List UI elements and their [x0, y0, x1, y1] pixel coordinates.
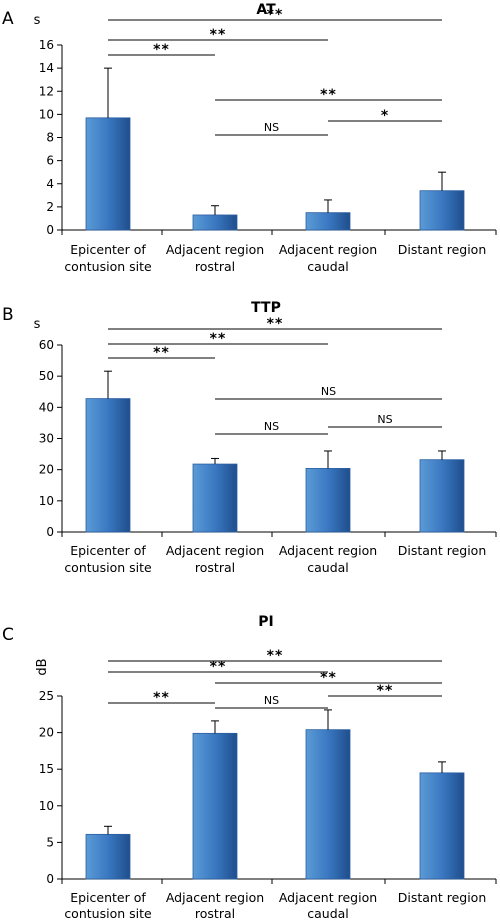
significance-label: ** — [210, 27, 227, 43]
x-category-label: caudal — [307, 906, 349, 921]
y-tick-label: 20 — [39, 726, 54, 740]
bar — [419, 772, 465, 880]
bar — [85, 398, 131, 533]
y-tick-label: 50 — [39, 369, 54, 383]
chart-title: TTP — [251, 300, 281, 316]
x-category-label: rostral — [195, 560, 235, 575]
significance-label: NS — [321, 385, 336, 398]
x-category-label: rostral — [195, 906, 235, 921]
bar — [305, 212, 351, 231]
significance-label: ** — [153, 42, 170, 58]
bar — [85, 117, 131, 231]
bar — [192, 463, 238, 533]
significance-label: ** — [320, 670, 337, 686]
significance-label: ** — [210, 331, 227, 347]
y-tick-label: 30 — [39, 432, 54, 446]
chart-title: PI — [258, 614, 273, 630]
bar — [192, 214, 238, 231]
significance-label: NS — [264, 694, 279, 707]
chart-title: AT — [256, 2, 276, 18]
y-tick-label: 15 — [39, 762, 54, 776]
x-category-label: Adjacent region — [279, 543, 377, 558]
x-category-label: Distant region — [398, 242, 487, 257]
y-tick-label: 10 — [39, 494, 54, 508]
x-category-label: Adjacent region — [279, 242, 377, 257]
significance-label: ** — [153, 345, 170, 361]
chart-panel-a: A AT s 0 2 4 6 8 10 12 14 16 Epicenter of contusion s… — [2, 2, 497, 274]
y-tick-label: 40 — [39, 400, 54, 414]
x-category-label: contusion site — [64, 259, 152, 274]
significance-label: ** — [377, 683, 394, 699]
y-tick-label: 0 — [46, 872, 54, 886]
y-axis-unit: s — [34, 317, 41, 332]
panel-letter: C — [2, 625, 14, 645]
significance-label: ** — [320, 87, 337, 103]
bar — [305, 468, 351, 533]
bar — [85, 833, 131, 880]
x-category-label: Adjacent region — [166, 890, 264, 905]
panel-letter: B — [2, 305, 14, 325]
x-category-label: Epicenter of — [70, 543, 146, 558]
y-tick-label: 25 — [39, 689, 54, 703]
x-category-label: Distant region — [398, 543, 487, 558]
bar — [192, 732, 238, 880]
x-category-label: Adjacent region — [279, 890, 377, 905]
x-category-label: Distant region — [398, 890, 487, 905]
x-category-label: Adjacent region — [166, 242, 264, 257]
y-tick-label: 4 — [46, 177, 54, 191]
y-axis-unit: dB — [35, 658, 50, 675]
significance-label: ** — [153, 690, 170, 706]
panel-letter: A — [2, 9, 14, 29]
bar — [419, 190, 465, 231]
x-category-label: Epicenter of — [70, 890, 146, 905]
x-category-label: Adjacent region — [166, 543, 264, 558]
y-axis-unit: s — [34, 13, 41, 28]
x-category-label: caudal — [307, 259, 349, 274]
y-tick-label: 12 — [39, 84, 54, 98]
significance-label: NS — [377, 413, 392, 426]
x-category-label: caudal — [307, 560, 349, 575]
significance-label: NS — [264, 420, 279, 433]
y-tick-label: 5 — [46, 835, 54, 849]
significance-label: ** — [267, 7, 284, 23]
bar — [419, 459, 465, 533]
y-tick-label: 6 — [46, 154, 54, 168]
y-tick-label: 8 — [46, 131, 54, 145]
y-tick-label: 10 — [39, 107, 54, 121]
y-tick-label: 2 — [46, 200, 54, 214]
y-tick-label: 60 — [39, 338, 54, 352]
significance-label: ** — [267, 648, 284, 664]
x-category-label: Epicenter of — [70, 242, 146, 257]
significance-label: ** — [267, 316, 284, 332]
y-tick-label: 14 — [39, 61, 54, 75]
significance-label: ** — [210, 659, 227, 675]
significance-label: NS — [264, 121, 279, 134]
y-tick-label: 20 — [39, 463, 54, 477]
x-category-label: contusion site — [64, 560, 152, 575]
y-tick-label: 0 — [46, 223, 54, 237]
x-category-label: rostral — [195, 259, 235, 274]
significance-label: * — [381, 108, 389, 124]
chart-panel-b: B TTP s 0 10 20 30 40 50 60 Epicenter of contusion … — [2, 300, 497, 575]
y-tick-label: 16 — [39, 38, 54, 52]
y-tick-label: 0 — [46, 525, 54, 539]
y-tick-label: 10 — [39, 799, 54, 813]
x-category-label: contusion site — [64, 906, 152, 921]
bar — [305, 729, 351, 880]
